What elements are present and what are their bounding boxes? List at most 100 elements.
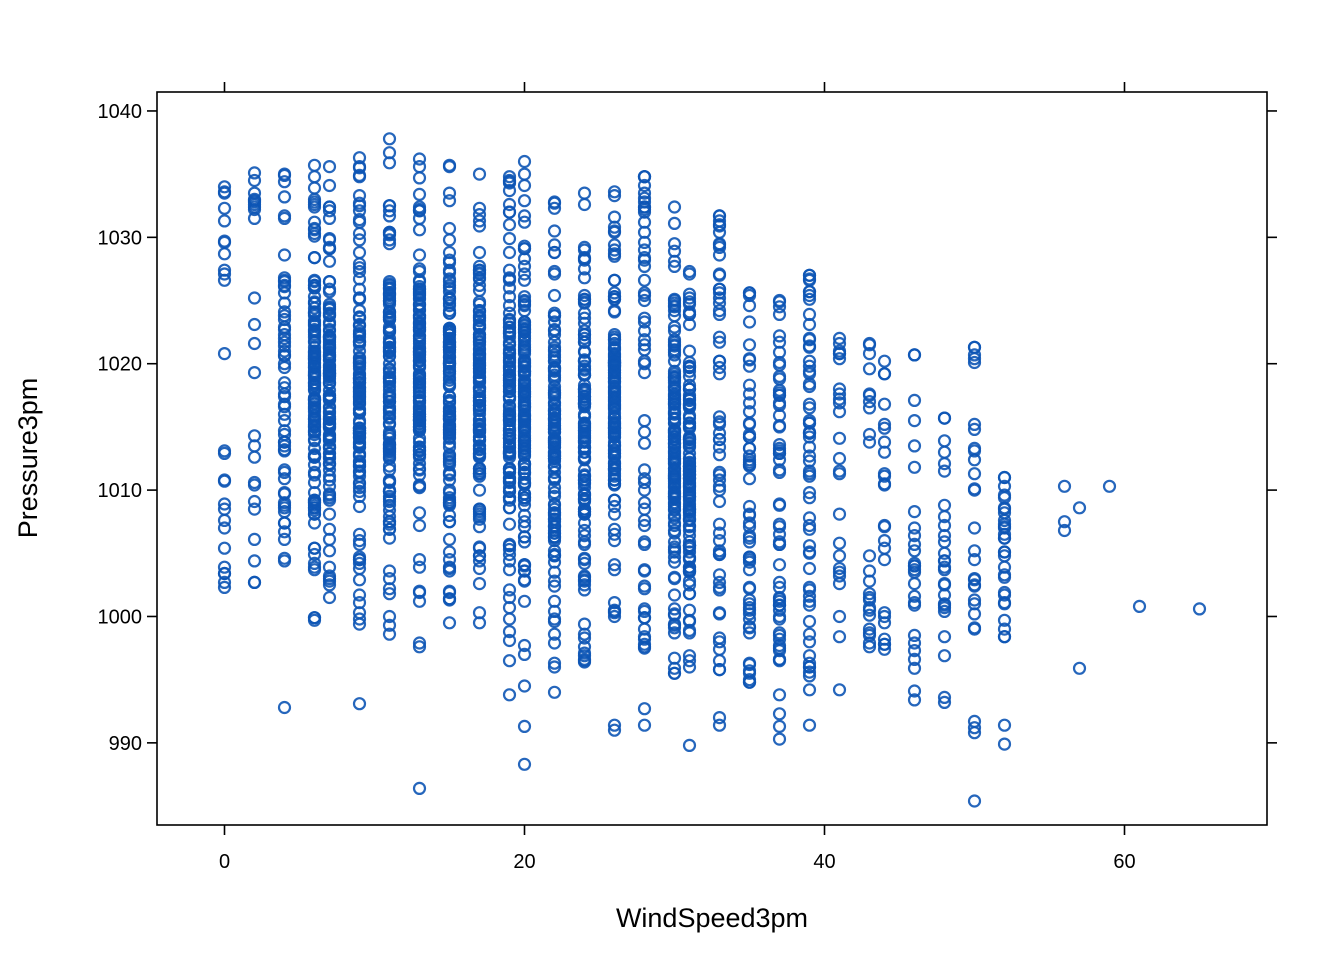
- data-point-15: [217, 263, 232, 277]
- data-point-1801: [667, 379, 682, 394]
- data-point-1019: [472, 304, 487, 318]
- data-point-797: [442, 436, 457, 450]
- data-point-877: [442, 339, 457, 353]
- data-point-2333: [907, 589, 922, 603]
- data-point-502: [382, 132, 397, 146]
- data-point-191: [307, 501, 322, 515]
- data-point-95: [277, 390, 292, 404]
- data-point-350: [322, 306, 337, 320]
- data-point-487: [352, 403, 367, 418]
- data-point-1281: [517, 559, 532, 573]
- data-point-458: [352, 459, 367, 473]
- data-point-2343: [937, 434, 952, 448]
- data-point-1868: [667, 618, 682, 632]
- data-point-1680: [607, 467, 622, 481]
- data-point-548: [382, 564, 397, 578]
- data-point-603: [382, 489, 397, 503]
- data-point-1747: [667, 200, 682, 214]
- data-point-1020: [472, 439, 487, 453]
- data-point-889: [442, 358, 457, 372]
- data-point-411: [352, 612, 367, 626]
- data-point-854: [442, 440, 457, 454]
- x-tick-label-2: 40: [813, 851, 835, 873]
- data-point-631: [382, 509, 397, 524]
- data-point-2244: [832, 431, 847, 445]
- data-point-2180: [772, 369, 787, 383]
- data-point-2462: [217, 185, 232, 199]
- data-point-619: [382, 587, 397, 601]
- data-point-738: [412, 354, 427, 368]
- data-point-1515: [577, 578, 592, 592]
- data-point-290: [322, 544, 337, 558]
- data-point-2113: [742, 612, 757, 626]
- data-point-367: [322, 369, 337, 383]
- data-point-1742: [637, 579, 652, 593]
- data-point-1728: [637, 475, 652, 490]
- data-point-345: [322, 412, 337, 426]
- data-point-1959: [682, 287, 697, 301]
- data-point-462: [352, 552, 367, 567]
- data-point-1842: [667, 503, 682, 517]
- data-point-31: [247, 317, 262, 332]
- data-point-1293: [547, 660, 562, 674]
- data-point-2415: [547, 685, 562, 699]
- data-point-2377: [967, 348, 982, 362]
- data-point-695: [412, 457, 427, 471]
- data-point-2051: [712, 214, 727, 228]
- data-point-2253: [832, 464, 847, 478]
- data-point-729: [412, 407, 427, 421]
- data-point-2303: [877, 518, 892, 533]
- data-point-493: [352, 416, 367, 430]
- data-point-1025: [472, 446, 487, 460]
- data-point-520: [382, 522, 397, 536]
- data-point-2188: [802, 649, 817, 663]
- data-point-711: [412, 223, 427, 237]
- data-point-43: [247, 532, 262, 547]
- data-point-1807: [667, 523, 682, 538]
- data-point-1149: [502, 347, 517, 361]
- data-point-1930: [682, 344, 697, 358]
- data-point-1348: [547, 328, 562, 342]
- data-point-2461: [937, 411, 952, 425]
- data-point-362: [322, 400, 337, 414]
- data-point-475: [352, 464, 367, 478]
- data-point-2321: [907, 537, 922, 552]
- data-point-2140: [772, 603, 787, 617]
- data-point-1200: [517, 515, 532, 529]
- data-point-2166: [772, 329, 787, 343]
- data-point-1973: [682, 416, 697, 430]
- data-point-750: [412, 211, 427, 225]
- data-point-461: [352, 170, 367, 184]
- data-point-1873: [667, 516, 682, 530]
- data-point-340: [322, 493, 337, 507]
- data-point-221: [307, 305, 322, 319]
- data-point-1247: [517, 338, 532, 352]
- data-point-104: [277, 275, 292, 289]
- data-point-497: [352, 368, 367, 382]
- data-point-2409: [412, 640, 427, 654]
- data-point-1382: [547, 315, 562, 329]
- data-point-2250: [832, 352, 847, 366]
- data-point-2103: [742, 593, 757, 607]
- data-point-1494: [577, 288, 592, 303]
- data-point-2324: [907, 636, 922, 650]
- data-point-2061: [712, 473, 727, 487]
- data-point-2234: [802, 377, 817, 391]
- data-point-2378: [967, 552, 982, 567]
- data-point-233: [307, 376, 322, 390]
- data-point-1723: [637, 178, 652, 193]
- data-point-2279: [862, 587, 877, 601]
- data-point-2281: [862, 628, 877, 643]
- data-point-2143: [772, 497, 787, 511]
- data-point-1133: [502, 306, 517, 320]
- data-point-356: [322, 297, 337, 311]
- data-point-2354: [937, 528, 952, 543]
- data-point-688: [412, 560, 427, 574]
- data-point-1438: [577, 311, 592, 325]
- data-point-1289: [517, 564, 532, 578]
- data-point-1677: [607, 463, 622, 477]
- data-point-1657: [607, 376, 622, 390]
- data-point-86: [277, 397, 292, 411]
- data-point-1963: [682, 307, 697, 321]
- data-point-1153: [502, 299, 517, 313]
